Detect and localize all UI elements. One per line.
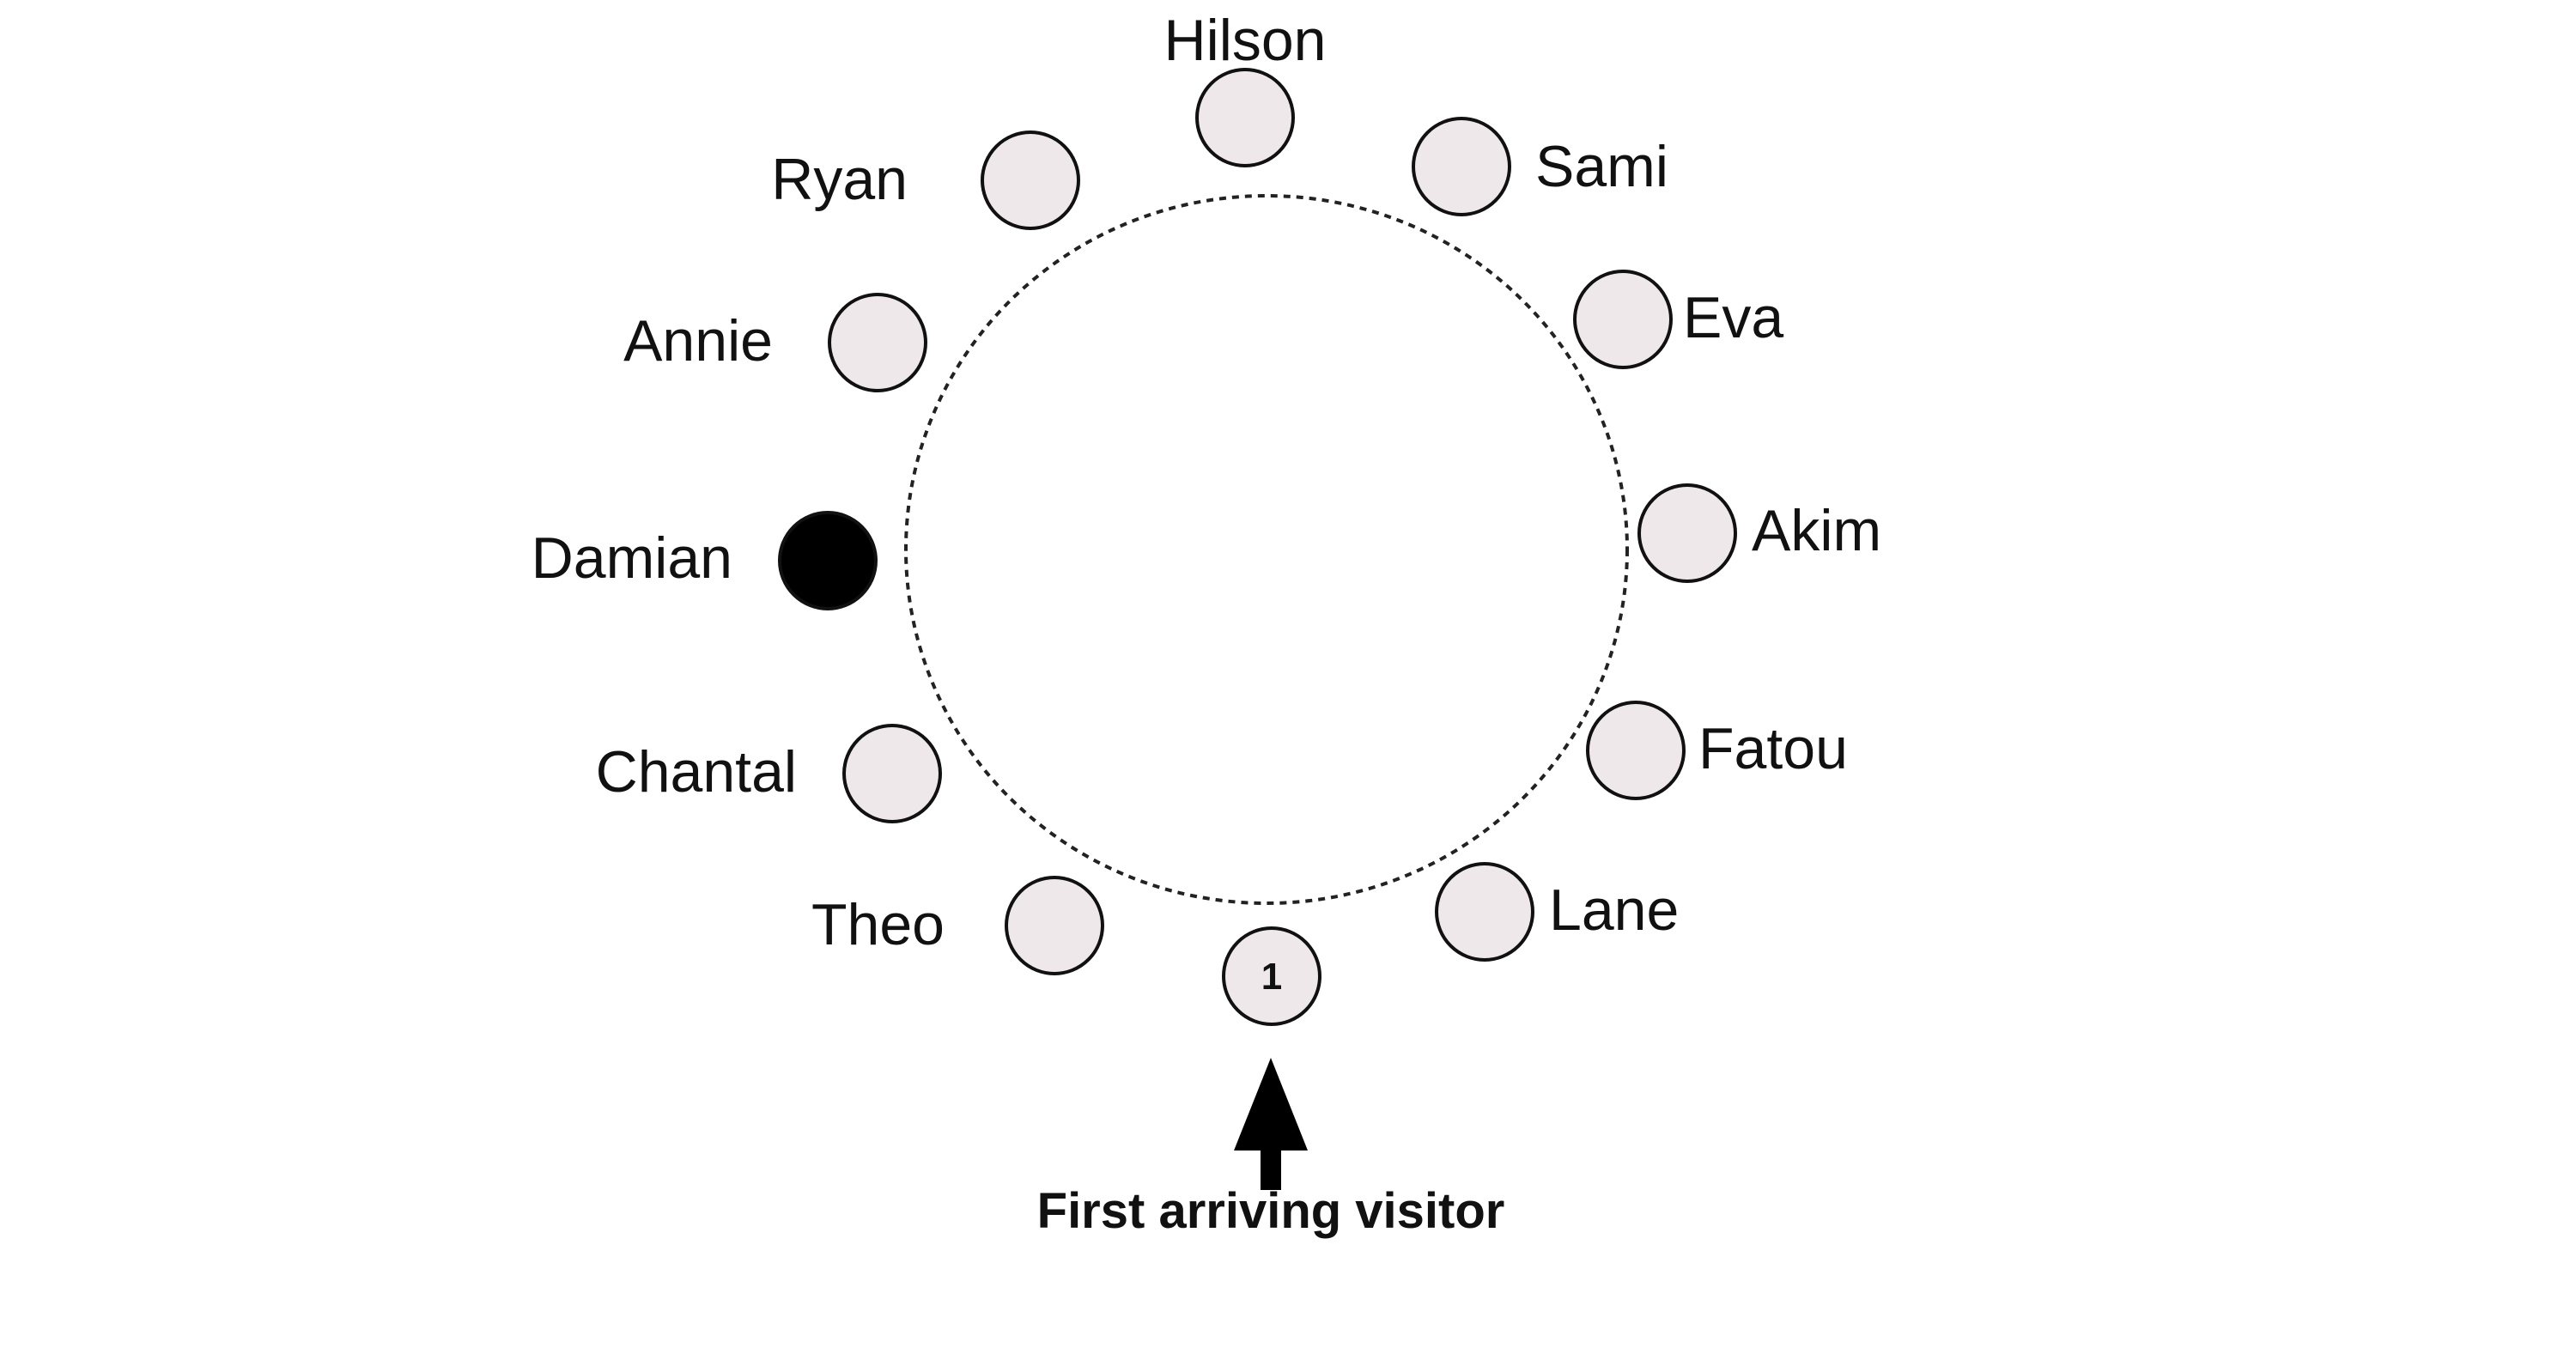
arrow-caption: First arriving visitor (1037, 1183, 1505, 1239)
seat: Damian (532, 511, 878, 610)
seat-circle (1005, 876, 1104, 975)
seat-number: 1 (1261, 956, 1282, 998)
seat-circle (828, 293, 927, 392)
seat-circle (1195, 68, 1295, 167)
seat-label: Chantal (596, 739, 797, 804)
seat-label: Ryan (771, 147, 908, 212)
seat-circle (1435, 862, 1534, 962)
seat-circle (1586, 701, 1686, 800)
table-ring (904, 194, 1629, 905)
seat: Chantal (596, 724, 942, 823)
seat-circle (1637, 483, 1737, 583)
seat: Fatou (1586, 701, 1848, 800)
seat: Akim (1637, 483, 1881, 583)
seat-label: Eva (1683, 285, 1783, 350)
seat-label: Fatou (1698, 716, 1848, 781)
occupied-seat-circle (778, 511, 878, 610)
seat: Hilson (1164, 8, 1327, 167)
seat-circle (1222, 926, 1321, 1026)
seat: Ryan (771, 131, 1080, 230)
seat: Eva (1573, 270, 1783, 369)
seat: Sami (1412, 117, 1668, 216)
seat-circle (1412, 117, 1511, 216)
seat: 1 (1222, 926, 1321, 1026)
seat-label: Sami (1535, 134, 1668, 199)
seat-label: Akim (1752, 498, 1881, 563)
seat-label: Hilson (1164, 8, 1327, 73)
arrow-up-icon (1234, 1058, 1308, 1190)
seat-label: Theo (811, 892, 945, 957)
seat-circle (981, 131, 1080, 230)
seat-circle (1573, 270, 1673, 369)
seat-label: Annie (623, 308, 773, 373)
seat-label: Damian (532, 525, 732, 591)
seat: Theo (811, 876, 1104, 975)
seat: Lane (1435, 862, 1679, 962)
seat-label: Lane (1549, 877, 1679, 943)
seat-circle (842, 724, 942, 823)
seat: Annie (623, 293, 927, 392)
seats-group: Hilson Sami Eva Akim Fatou Lane 1 Theo Chantal Da… (532, 8, 1881, 1026)
